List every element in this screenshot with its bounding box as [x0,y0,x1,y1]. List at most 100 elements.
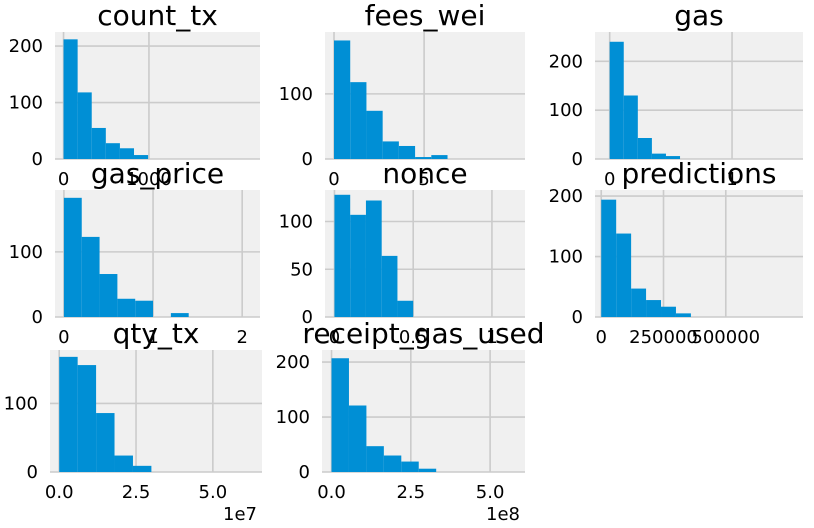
x-tick-label: 0 [596,327,607,348]
histogram-bar [63,197,82,317]
histogram-bar [675,313,691,317]
y-tick-label: 100 [279,212,313,233]
histogram-bar [382,141,399,159]
y-tick-label: 100 [9,242,43,263]
histogram-bar [401,461,419,472]
subplot-count-tx: 0 100 200 0 1000 count_tx [9,0,260,190]
x-tick-label: 5.0 [476,482,505,503]
x-tick-label: 0.0 [317,482,346,503]
x-tick-label: 0 [329,327,340,348]
histogram-bar [661,306,676,317]
histogram-bar [616,233,632,317]
x-tick-label: 2 [236,327,247,348]
histogram-bar [383,455,402,472]
x-tick-label: 1 [486,327,497,348]
histogram-bar [81,236,100,317]
subplot-gas: 0 100 200 0 1 gas [549,0,803,190]
x-offset-label: 1e8 [486,504,520,525]
y-tick-label: 100 [4,393,38,414]
x-tick-label: 1 [147,327,158,348]
x-tick-label: 0 [328,169,339,190]
x-tick-label: 250000 [629,327,698,348]
x-tick-label: 0 [604,169,615,190]
y-tick-label: 0 [32,149,43,170]
histogram-bar [63,39,78,159]
histogram-bar [350,214,366,317]
y-tick-label: 100 [549,247,583,268]
histogram-bar [637,137,652,159]
y-tick-label: 100 [276,407,310,428]
histogram-bar [646,300,662,317]
histogram-bar [431,155,448,159]
histogram-bar [105,143,120,159]
y-tick-label: 0 [32,307,43,328]
x-tick-label: 0.0 [45,482,74,503]
histogram-bar [609,41,624,160]
x-tick-label: 1 [726,169,737,190]
histogram-bar [350,82,367,159]
histogram-bar [418,468,437,472]
x-tick-label: 5.0 [199,482,228,503]
histogram-bar [601,199,617,317]
histogram-bar [91,127,106,159]
y-tick-label: 0 [302,307,313,328]
histogram-bar [334,40,351,159]
histogram-bar [134,155,149,159]
y-tick-label: 0 [572,307,583,328]
histogram-bar [132,465,152,472]
subplot-receipt-gas-used: 0 100 200 0.0 2.5 5.0 receipt_gas_used 1e8 [276,317,545,525]
histogram-bar [96,413,115,472]
subplot-title: qty_tx [113,317,200,350]
histogram-bar [331,358,349,472]
subplot-title: receipt_gas_used [302,317,544,350]
histogram-bar [99,274,118,317]
histogram-bar [665,156,681,159]
histogram-bar [651,153,666,159]
histogram-bar [334,194,351,317]
histogram-bar [135,300,154,317]
x-tick-label: 2.5 [396,482,425,503]
y-tick-label: 200 [549,51,583,72]
histogram-bar [623,95,638,159]
x-tick-label: 5 [418,169,429,190]
subplot-title: nonce [382,157,467,190]
y-tick-label: 0 [27,462,38,483]
x-tick-label: 0 [58,169,69,190]
histogram-bar [119,148,135,159]
subplot-title: gas_price [91,157,224,190]
histogram-bar [77,365,97,472]
x-offset-label: 1e7 [223,504,257,525]
x-tick-label: 1000 [126,169,172,190]
histogram-bar [170,313,189,317]
histogram-bar [415,157,432,159]
histogram-bar [114,455,133,472]
histogram-bar [365,200,382,317]
y-tick-label: 200 [9,36,43,57]
subplot-title: predictions [621,157,776,190]
histogram-bar [348,405,367,472]
x-tick-label: 0.5 [399,327,428,348]
x-tick-label: 2.5 [122,482,151,503]
histogram-bar [381,255,398,317]
histogram-bar [366,446,384,472]
y-tick-label: 100 [549,100,583,121]
y-tick-label: 200 [276,352,310,373]
subplot-title: gas [674,0,724,32]
subplot-qty-tx: 0 100 0.0 2.5 5.0 qty_tx 1e7 [4,317,262,525]
histogram-bar [77,92,92,159]
y-tick-label: 100 [279,84,313,105]
subplot-title: fees_wei [365,0,486,32]
y-tick-label: 0 [299,462,310,483]
y-tick-label: 0 [572,149,583,170]
y-tick-label: 200 [549,186,583,207]
histogram-bar [117,298,136,317]
y-tick-label: 0 [302,149,313,170]
y-tick-label: 50 [290,259,313,280]
x-tick-label: 500000 [691,327,760,348]
x-tick-label: 0 [58,327,69,348]
histogram-bar [398,145,416,159]
